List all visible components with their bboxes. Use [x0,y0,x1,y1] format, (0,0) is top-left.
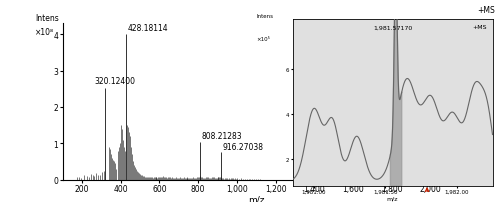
Text: Intens: Intens [36,14,59,23]
Text: Intens: Intens [256,14,274,19]
Text: 808.21283: 808.21283 [202,131,242,140]
Text: +MS: +MS [477,6,495,15]
X-axis label: m/z: m/z [248,194,264,202]
Text: 1,981.57170: 1,981.57170 [373,25,412,30]
Text: +MS: +MS [472,25,486,30]
Text: 320.12400: 320.12400 [94,77,136,86]
Text: ×10⁵: ×10⁵ [256,37,270,42]
X-axis label: m/z: m/z [387,196,398,201]
Text: 916.27038: 916.27038 [222,142,263,151]
Text: 428.18114: 428.18114 [128,24,168,33]
Text: ×10⁸: ×10⁸ [36,28,54,37]
